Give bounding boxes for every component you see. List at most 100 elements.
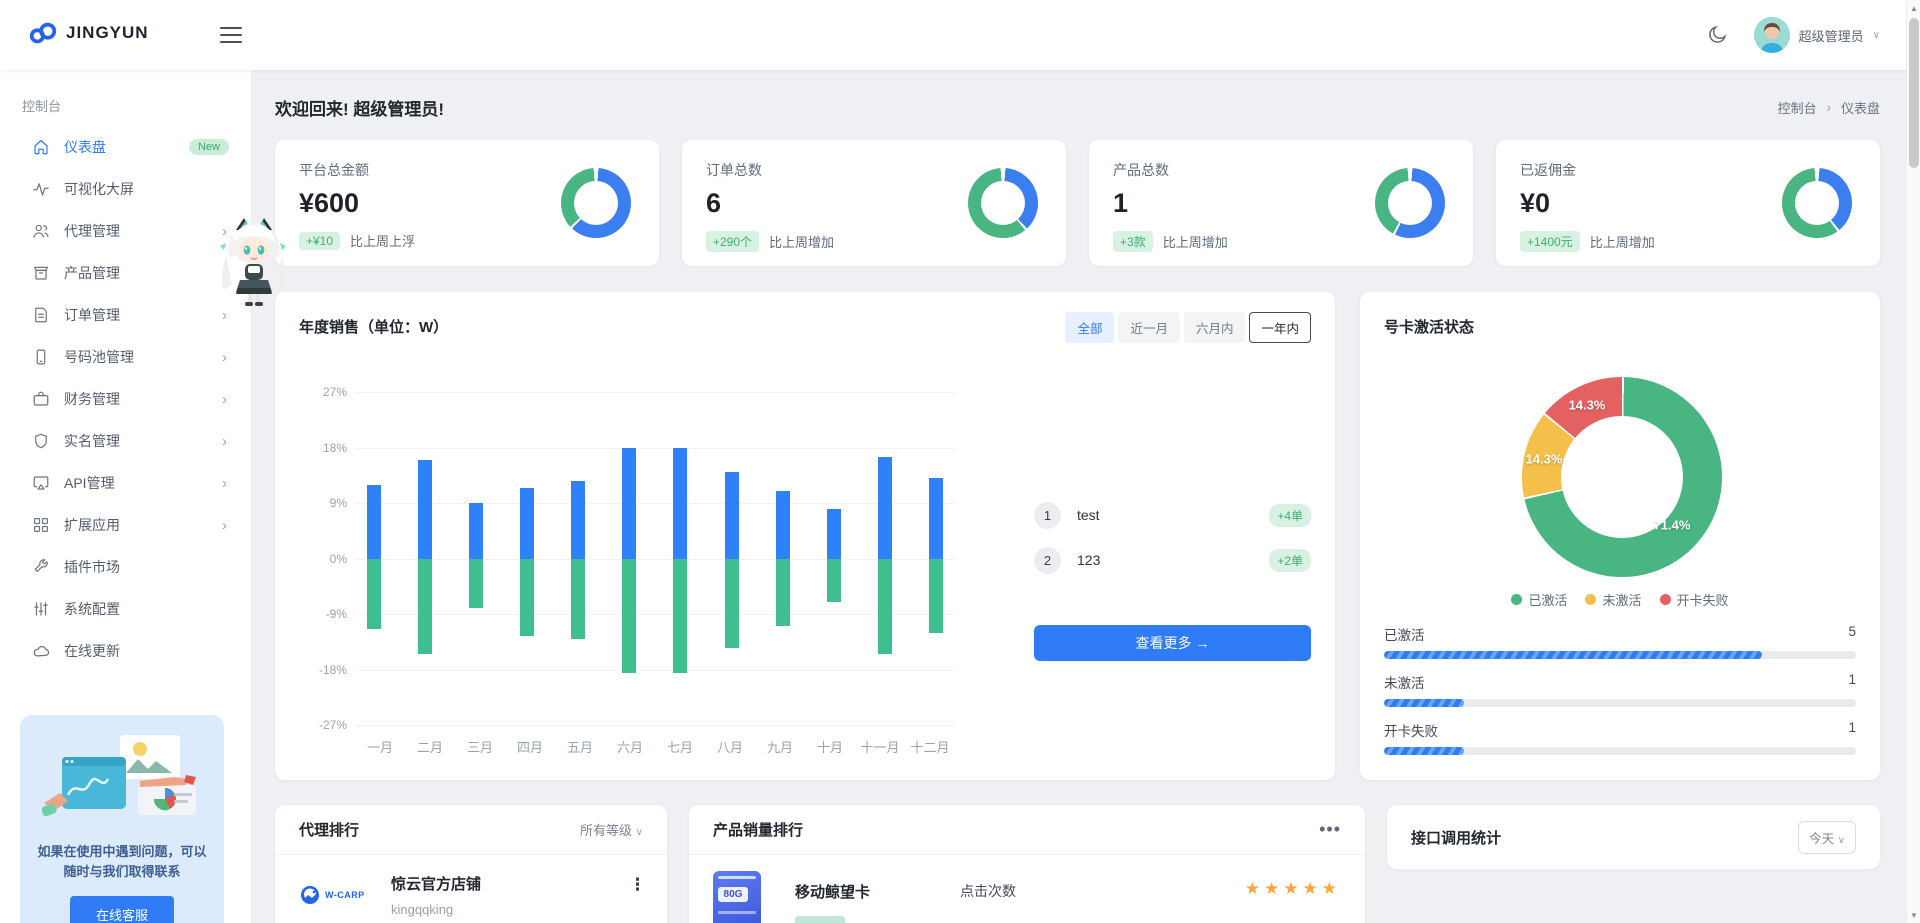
agent-shop-name: 惊云官方店铺 <box>391 876 482 893</box>
online-service-button[interactable]: 在线客服 <box>69 896 174 923</box>
tab-last-month[interactable]: 近一月 <box>1118 312 1180 343</box>
stat-donut-chart <box>1375 168 1445 238</box>
sidebar-item-1[interactable]: 可视化大屏 <box>0 168 251 210</box>
sidebar-item-2[interactable]: 代理管理 › <box>0 210 251 252</box>
card-product-ranking: 产品销量排行 ••• 80G 移动鲸望卡 点击次数 ★★★★★ <box>689 805 1365 923</box>
dark-mode-toggle[interactable] <box>1706 24 1728 46</box>
tab-six-months[interactable]: 六月内 <box>1183 312 1246 343</box>
sliders-icon <box>32 600 50 618</box>
sidebar: 控制台 仪表盘New可视化大屏代理管理›产品管理›订单管理›号码池管理›财务管理… <box>0 70 252 923</box>
row-menu-button[interactable]: ⋮ <box>629 875 646 894</box>
brand-logo[interactable]: JINGYUN <box>28 20 149 46</box>
stat-card-order-total: 订单总数 6 +290个 比上周增加 <box>682 140 1066 266</box>
wrench-icon <box>32 558 50 576</box>
bar-month-11 <box>877 392 892 725</box>
chevron-down-icon: ∨ <box>1837 834 1845 846</box>
sidebar-item-8[interactable]: API管理 › <box>0 462 251 504</box>
support-illustration <box>41 735 196 817</box>
sidebar-item-4[interactable]: 订单管理 › <box>0 294 251 336</box>
slice-label-active: 71.4% <box>1653 517 1691 533</box>
rank-name: test <box>1077 507 1100 523</box>
file-icon <box>32 306 50 324</box>
bar-chart-x-axis: 一月 二月 三月 四月 五月 六月 七月 八月 九月 十月 十一月 十二月 <box>355 737 955 756</box>
sidebar-toggle-button[interactable] <box>218 22 244 48</box>
sidebar-item-10[interactable]: 插件市场 <box>0 546 251 588</box>
star-icon: ★ <box>1302 879 1322 898</box>
list-item[interactable]: 2 123 +2单 <box>1034 545 1311 575</box>
progress-row-inactive: 未激活 1 <box>1384 672 1856 707</box>
legend-item-failed[interactable]: 开卡失败 <box>1659 590 1729 609</box>
sidebar-item-11[interactable]: 系统配置 <box>0 588 251 630</box>
scroll-down-arrow[interactable]: ▼ <box>1910 910 1918 920</box>
stat-badge: +290个 <box>706 231 760 252</box>
stat-note: 比上周上浮 <box>350 234 416 249</box>
card-agent-ranking: 代理排行 所有等级 ∨ W-CARP 惊 <box>275 805 667 923</box>
sidebar-item-label: 扩展应用 <box>64 517 120 533</box>
users-icon <box>32 222 50 240</box>
sidebar-item-6[interactable]: 财务管理 › <box>0 378 251 420</box>
x-axis-tick: 六月 <box>616 740 643 755</box>
stat-card-commission: 已返佣金 ¥0 +1400元 比上周增加 <box>1496 140 1880 266</box>
legend-item-active[interactable]: 已激活 <box>1511 590 1567 609</box>
avatar <box>1753 17 1790 53</box>
scrollbar-thumb[interactable] <box>1909 18 1919 168</box>
table-row[interactable]: 80G 移动鲸望卡 点击次数 ★★★★★ <box>689 855 1365 923</box>
card-menu-button[interactable]: ••• <box>1319 819 1341 839</box>
api-range-select[interactable]: 今天 ∨ <box>1798 820 1856 854</box>
bar-chart-y-axis: 27% 18% 9% 0% -9% -18% -27% <box>299 385 347 732</box>
view-more-button[interactable]: 查看更多 → <box>1034 625 1311 661</box>
x-axis-tick: 十二月 <box>910 740 950 755</box>
x-axis-tick: 八月 <box>716 740 743 755</box>
bar-month-10 <box>826 392 841 725</box>
activation-title: 号卡激活状态 <box>1384 319 1475 336</box>
rank-badge: +2单 <box>1269 548 1311 572</box>
legend-dot <box>1659 594 1671 605</box>
sidebar-item-label: 可视化大屏 <box>64 181 134 197</box>
arrow-right-icon: → <box>1195 635 1210 651</box>
tab-all[interactable]: 全部 <box>1065 312 1115 343</box>
user-menu[interactable]: 超级管理员 ∨ <box>1753 17 1880 53</box>
stat-value: 1 <box>1113 188 1129 218</box>
chevron-right-icon: › <box>222 516 227 534</box>
sidebar-item-label: 财务管理 <box>64 391 120 407</box>
agent-ranking-title: 代理排行 <box>299 822 360 839</box>
top-navbar: JINGYUN 超级管理员 ∨ <box>0 0 1920 70</box>
sidebar-item-7[interactable]: 实名管理 › <box>0 420 251 462</box>
bar-month-1 <box>367 392 381 725</box>
activation-donut-chart <box>1522 377 1722 577</box>
sidebar-item-0[interactable]: 仪表盘 New <box>0 126 251 168</box>
card-api-stats: 接口调用统计 今天 ∨ <box>1387 805 1880 869</box>
bar-month-6 <box>622 392 637 725</box>
legend-item-inactive[interactable]: 未激活 <box>1585 590 1642 609</box>
agent-level-filter[interactable]: 所有等级 ∨ <box>580 823 643 838</box>
scroll-up-arrow[interactable]: ▲ <box>1910 3 1918 13</box>
stat-cards-row: 平台总金额 ¥600 +¥10 比上周上浮 订单总数 6 +290个 比上周增加… <box>275 140 1880 266</box>
phone-icon <box>32 348 50 366</box>
stat-donut-chart <box>968 168 1038 238</box>
stat-note: 比上周增加 <box>1162 235 1228 250</box>
chevron-right-icon: › <box>222 222 227 240</box>
table-row[interactable]: W-CARP 惊云官方店铺 kingqqking ⋮ <box>275 855 667 917</box>
tab-one-year[interactable]: 一年内 <box>1249 312 1311 343</box>
sidebar-item-label: 订单管理 <box>64 307 120 323</box>
star-icon: ★ <box>1264 879 1284 898</box>
sidebar-item-12[interactable]: 在线更新 <box>0 630 251 672</box>
stat-value: ¥0 <box>1520 188 1551 218</box>
y-axis-tick: -27% <box>318 718 347 732</box>
bar-month-12 <box>928 392 943 725</box>
sidebar-item-label: 代理管理 <box>64 223 120 239</box>
activation-progress-list: 已激活 5 未激活 1 开卡失败 1 <box>1384 624 1856 768</box>
brand-cloud-icon <box>29 22 57 44</box>
y-axis-tick: 27% <box>322 385 347 399</box>
chart-range-tabs: 全部 近一月 六月内 一年内 <box>1065 312 1311 343</box>
sidebar-item-9[interactable]: 扩展应用 › <box>0 504 251 546</box>
breadcrumb-dashboard: 仪表盘 <box>1840 100 1880 116</box>
breadcrumb-console[interactable]: 控制台 <box>1777 100 1817 116</box>
stat-label: 订单总数 <box>706 162 762 178</box>
vertical-scrollbar[interactable]: ▲ ▼ <box>1906 0 1920 923</box>
sidebar-item-label: 号码池管理 <box>64 349 134 365</box>
sidebar-item-5[interactable]: 号码池管理 › <box>0 336 251 378</box>
y-axis-tick: 0% <box>329 551 347 566</box>
shield-icon <box>32 432 50 450</box>
list-item[interactable]: 1 test +4单 <box>1034 500 1311 530</box>
